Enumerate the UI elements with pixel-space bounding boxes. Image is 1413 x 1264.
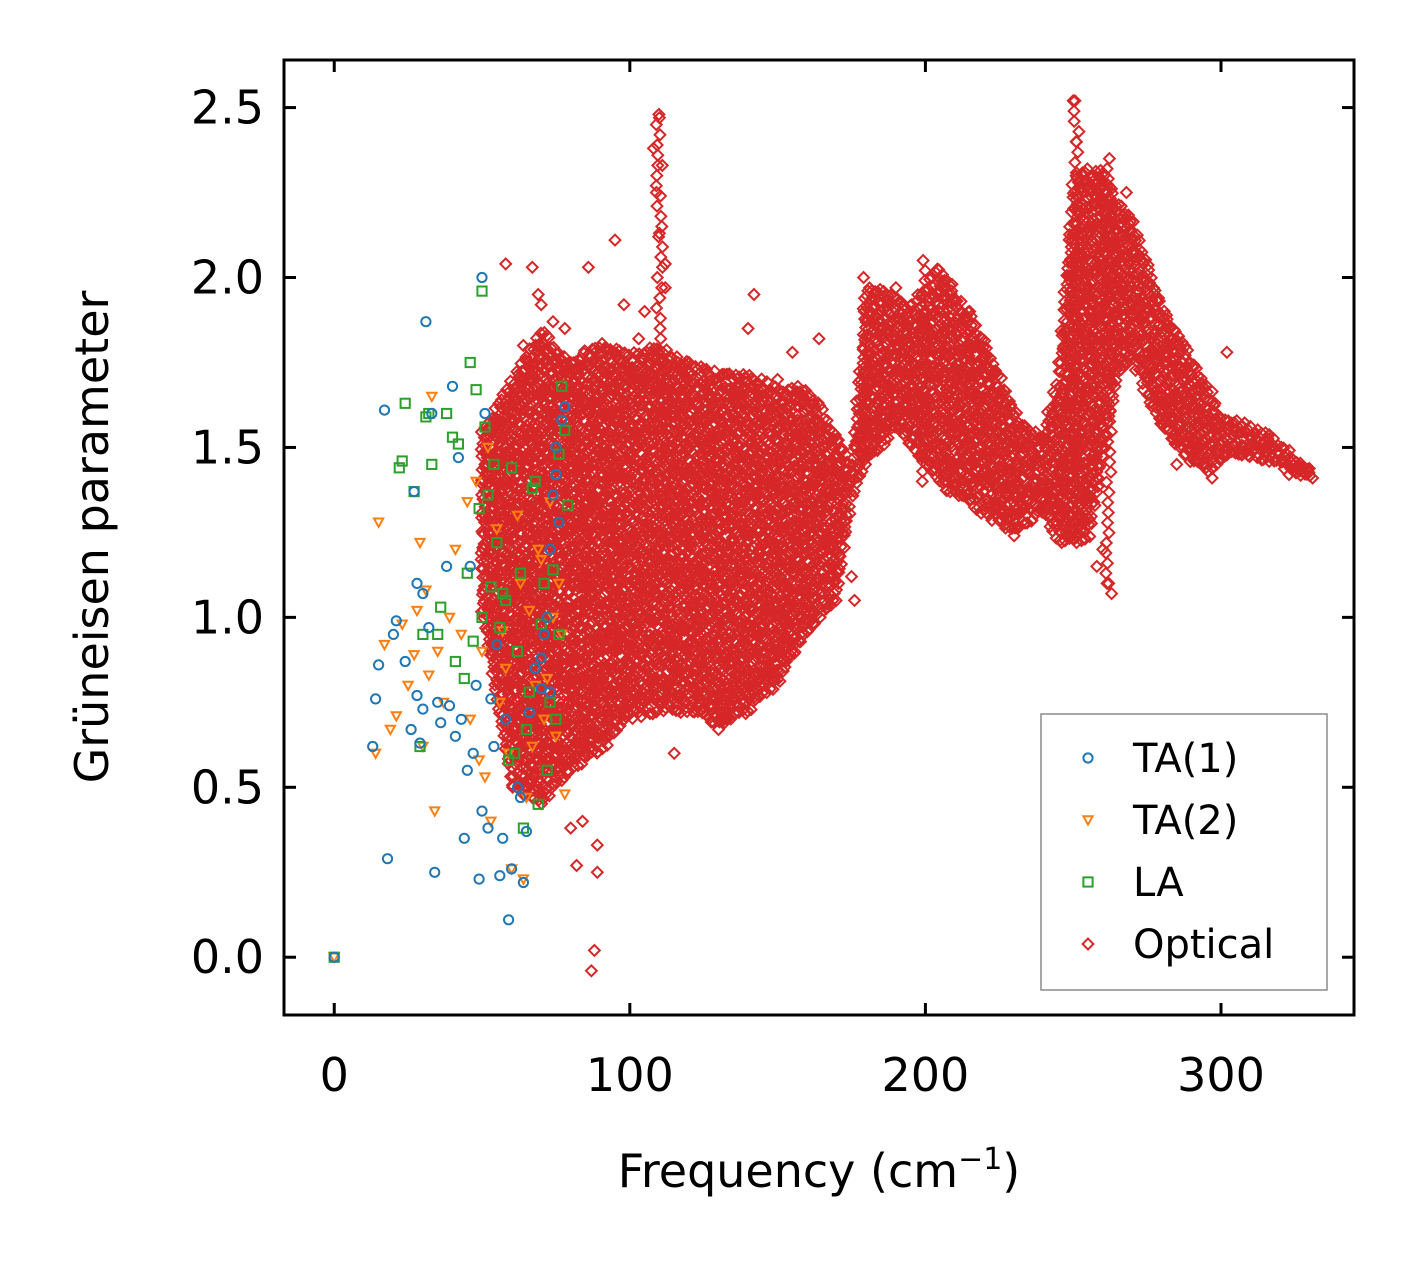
data-point bbox=[543, 600, 558, 614]
data-point bbox=[718, 497, 733, 511]
data-point bbox=[726, 534, 741, 549]
data-point bbox=[740, 704, 755, 718]
data-point bbox=[645, 706, 660, 721]
data-point bbox=[665, 609, 680, 623]
data-point bbox=[657, 432, 671, 446]
data-point bbox=[696, 684, 710, 699]
data-point bbox=[590, 745, 605, 759]
data-point bbox=[542, 788, 557, 803]
data-point bbox=[556, 387, 571, 402]
data-point bbox=[527, 590, 542, 604]
data-point bbox=[596, 439, 611, 453]
data-point bbox=[601, 692, 615, 707]
data-point bbox=[727, 627, 742, 641]
data-point bbox=[585, 670, 600, 685]
data-point bbox=[522, 483, 536, 498]
data-point bbox=[753, 460, 768, 475]
data-point bbox=[746, 685, 761, 700]
data-point bbox=[516, 578, 531, 593]
data-point bbox=[660, 421, 675, 436]
data-point bbox=[597, 352, 612, 367]
data-point bbox=[630, 621, 645, 636]
data-point bbox=[679, 564, 694, 579]
data-point bbox=[703, 592, 718, 607]
data-point bbox=[777, 625, 791, 640]
data-point bbox=[643, 706, 657, 721]
data-point bbox=[578, 473, 593, 488]
data-point bbox=[682, 505, 696, 519]
data-point bbox=[617, 707, 632, 722]
data-point bbox=[544, 341, 558, 355]
data-point bbox=[623, 469, 638, 484]
data-point bbox=[686, 371, 701, 386]
data-point bbox=[589, 655, 604, 670]
data-point bbox=[554, 773, 569, 788]
data-point bbox=[618, 485, 633, 499]
data-point bbox=[732, 574, 747, 589]
data-point bbox=[561, 611, 576, 626]
data-point bbox=[763, 682, 777, 696]
data-point bbox=[571, 758, 585, 773]
data-point bbox=[580, 527, 595, 541]
data-point bbox=[532, 664, 546, 679]
data-point bbox=[631, 364, 646, 379]
data-point bbox=[735, 516, 749, 531]
data-point bbox=[503, 540, 518, 555]
data-point bbox=[735, 540, 750, 555]
data-point bbox=[609, 723, 624, 738]
data-point bbox=[729, 623, 744, 638]
data-point bbox=[578, 612, 593, 627]
data-point bbox=[777, 427, 792, 442]
data-point bbox=[758, 411, 772, 426]
data-point bbox=[617, 621, 632, 636]
data-point bbox=[543, 757, 557, 772]
data-point bbox=[580, 370, 595, 385]
data-point bbox=[765, 536, 779, 551]
data-point bbox=[626, 604, 640, 619]
data-point bbox=[700, 640, 714, 654]
data-point bbox=[774, 588, 789, 603]
data-point bbox=[766, 682, 780, 697]
data-point bbox=[541, 330, 556, 345]
data-point bbox=[609, 517, 624, 532]
data-point bbox=[773, 674, 787, 689]
data-point bbox=[600, 738, 615, 753]
data-point bbox=[636, 509, 651, 524]
data-point bbox=[688, 680, 703, 695]
data-point bbox=[582, 500, 596, 515]
data-point bbox=[605, 714, 620, 729]
data-point bbox=[482, 467, 496, 481]
data-point bbox=[673, 705, 688, 720]
data-point bbox=[759, 448, 774, 463]
data-point bbox=[506, 415, 521, 429]
data-point bbox=[735, 503, 749, 517]
data-point bbox=[585, 682, 600, 697]
data-point bbox=[737, 398, 752, 413]
data-point bbox=[714, 596, 729, 611]
series-optical bbox=[474, 93, 1320, 978]
data-point bbox=[481, 610, 496, 625]
data-series-layer bbox=[327, 93, 1320, 978]
data-point bbox=[720, 509, 734, 524]
data-point bbox=[773, 569, 788, 584]
data-point bbox=[595, 741, 610, 756]
data-point bbox=[632, 704, 646, 719]
data-point bbox=[513, 622, 528, 637]
data-point bbox=[744, 702, 758, 717]
data-point bbox=[606, 345, 621, 360]
data-point bbox=[524, 398, 539, 413]
data-point bbox=[651, 642, 666, 656]
data-point bbox=[594, 632, 609, 646]
